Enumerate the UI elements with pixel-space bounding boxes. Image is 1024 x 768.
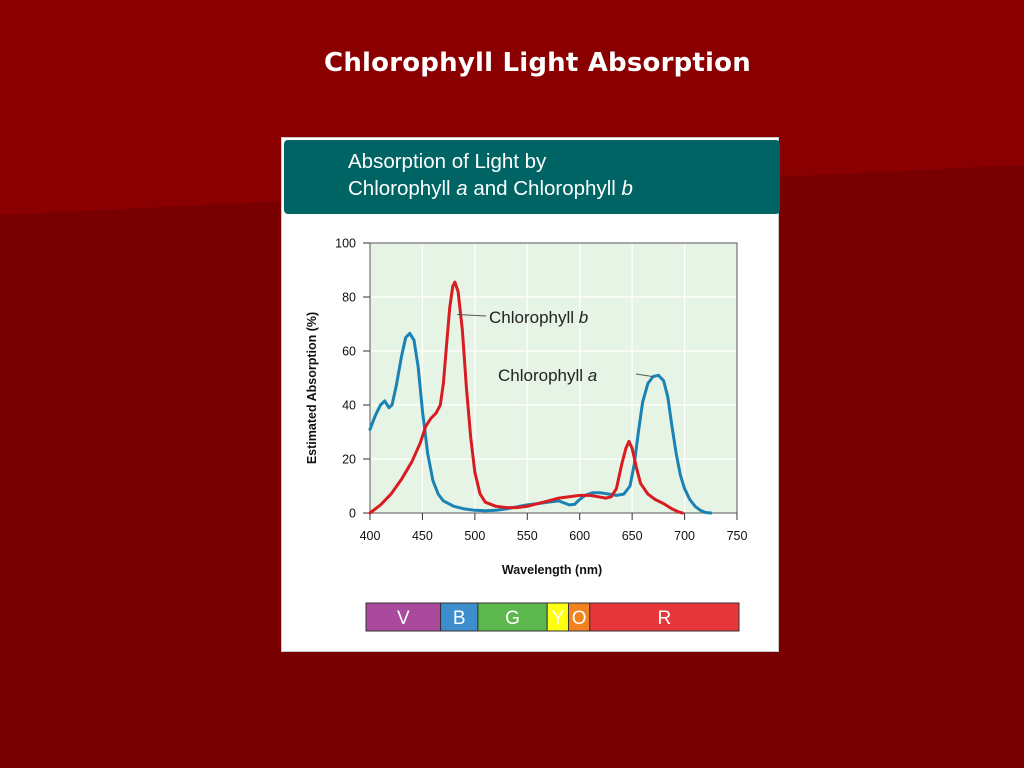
spectrum-label-b: B: [453, 608, 466, 629]
y-tick-label: 80: [342, 291, 356, 305]
spectrum-segment-b: [440, 602, 479, 632]
x-tick-label: 650: [622, 529, 643, 543]
spectrum-label-y: Y: [551, 608, 564, 629]
chlorophyll-a-label-italic: a: [588, 366, 597, 385]
x-tick-label: 450: [412, 529, 433, 543]
series-layer: [368, 280, 713, 515]
chart-title-line-1: Absorption of Light by: [348, 150, 547, 173]
chart-title-band: Absorption of Light by Chlorophyll a and…: [284, 140, 780, 214]
axes: 0 20 40 60 80 100 400 450 500 550 600 650 700 750 Wave…: [305, 237, 747, 578]
spectrum-segment-r: [589, 602, 740, 632]
y-axis-label: Estimated Absorption (%): [305, 312, 319, 464]
x-axis-label: Wavelength (nm): [502, 563, 602, 577]
chart-title-line-2: Chlorophyll a and Chlorophyll b: [348, 177, 633, 201]
spectrum-segment-v: [365, 602, 442, 632]
y-tick-label: 60: [342, 345, 356, 359]
slide-title: Chlorophyll Light Absorption: [324, 48, 751, 78]
spectrum-label-r: R: [658, 608, 672, 629]
y-tick-label: 0: [349, 507, 356, 521]
chlorophyll-a-label-part: Chlorophyll: [498, 366, 588, 385]
x-tick-label: 550: [517, 529, 538, 543]
chlorophyll-b-label-italic: b: [579, 308, 588, 327]
chlorophyll-b-line: [368, 280, 684, 515]
label-leader-b: [457, 314, 487, 317]
plot-frame: [369, 242, 738, 514]
chlorophyll-a-label: Chlorophyll a: [498, 366, 597, 385]
chart-title-part-italic-b: b: [621, 177, 633, 200]
spectrum-label-v: V: [397, 608, 410, 629]
x-tick-label: 700: [674, 529, 695, 543]
spectrum-label-g: G: [505, 608, 520, 629]
x-tick-label: 500: [464, 529, 485, 543]
y-tick-label: 100: [335, 237, 356, 251]
chlorophyll-b-label: Chlorophyll b: [489, 308, 588, 327]
x-tick-label: 750: [727, 529, 748, 543]
y-tick-label: 40: [342, 399, 356, 413]
chlorophyll-b-label-part: Chlorophyll: [489, 308, 579, 327]
chart-title-part: and Chlorophyll: [467, 177, 622, 200]
label-leader-a: [635, 373, 654, 378]
chlorophyll-a-line: [368, 331, 713, 515]
spectrum-label-o: O: [572, 608, 587, 629]
x-tick-label: 400: [360, 529, 381, 543]
chart-title-part: Chlorophyll: [348, 177, 457, 200]
y-tick-label: 20: [342, 453, 356, 467]
chart-title-part-italic-a: a: [456, 177, 468, 200]
x-tick-label: 600: [569, 529, 590, 543]
